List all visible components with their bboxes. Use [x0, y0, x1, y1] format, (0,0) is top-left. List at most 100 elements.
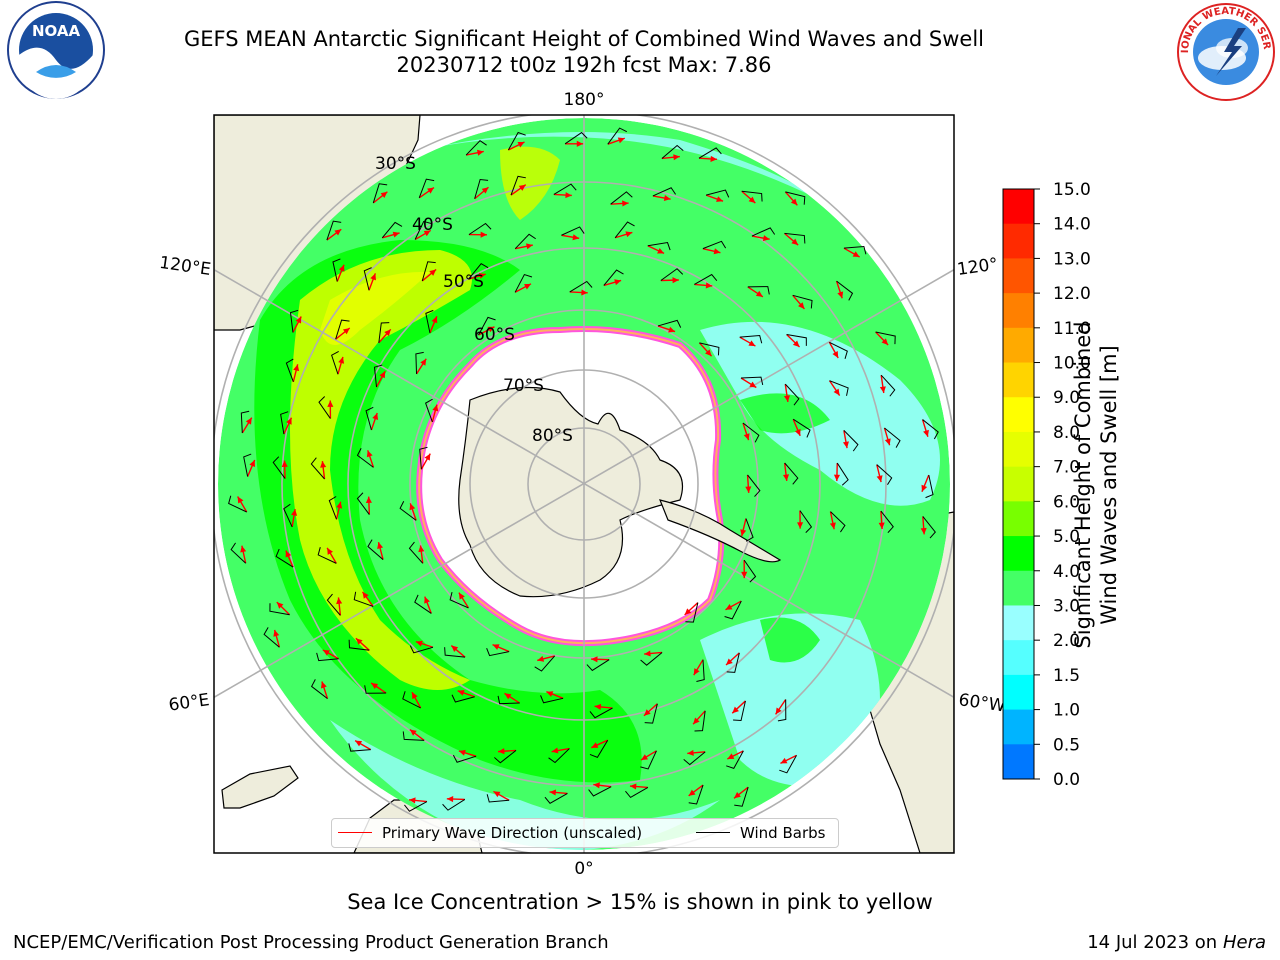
wave-direction-arrowhead — [377, 542, 384, 550]
wind-barb — [326, 220, 342, 241]
wind-barb — [356, 448, 374, 468]
wind-barb — [452, 754, 477, 763]
wind-barb — [751, 227, 776, 237]
wave-direction-arrowhead — [551, 747, 559, 754]
map-subtitle: 20230712 t00z 192h fcst Max: 7.86 — [396, 53, 772, 77]
wind-barb — [652, 187, 677, 197]
wave-direction-arrowhead — [336, 597, 343, 605]
wind-barb — [510, 175, 526, 196]
wind-barb — [414, 594, 432, 614]
wave-direction-arrowhead — [743, 433, 750, 441]
wave-direction-arrowhead — [285, 550, 292, 558]
wind-barb — [836, 280, 854, 301]
colorbar-tick-label: 14.0 — [1053, 215, 1091, 235]
wind-barb — [419, 446, 428, 470]
wave-direction-arrowhead — [420, 358, 427, 366]
wave-direction-arrowhead — [740, 529, 747, 537]
wave-direction-arrowhead — [355, 638, 363, 645]
wave-direction-arrowhead — [380, 191, 388, 199]
wind-barb — [468, 222, 492, 236]
colorbar-tick-label: 3.0 — [1053, 596, 1080, 616]
colorbar-tick-label: 10.0 — [1053, 354, 1091, 374]
wave-direction-arrowhead — [273, 629, 280, 637]
run-date: 14 Jul 2023 on — [1087, 932, 1223, 953]
wind-barb — [414, 220, 432, 240]
wind-barb — [740, 376, 764, 386]
wind-barb — [657, 319, 682, 328]
wind-barb — [589, 739, 609, 758]
wave-direction-arrowhead — [446, 795, 454, 803]
colorbar-frame — [1002, 188, 1035, 780]
wave-direction-arrowhead — [366, 450, 373, 458]
wave-direction-arrowhead — [798, 302, 805, 309]
wave-direction-arrowhead — [643, 709, 651, 716]
wind-barb — [421, 261, 436, 282]
wave-direction-arrowhead — [338, 356, 345, 364]
colorbar-tick-label: 4.0 — [1053, 562, 1080, 582]
wind-barb — [922, 419, 939, 440]
wave-direction-arrowhead — [424, 453, 431, 461]
wave-direction-arrowhead — [291, 509, 298, 516]
wind-barb — [742, 422, 760, 443]
wave-direction-arrowhead — [424, 596, 430, 604]
wave-direction-arrowhead — [878, 522, 885, 529]
wave-direction-arrowhead — [372, 412, 379, 420]
lon-label-180: 180° — [564, 90, 605, 110]
wind-barb — [451, 694, 475, 703]
wave-direction-arrowhead — [741, 571, 748, 579]
wind-barb — [724, 600, 742, 620]
wave-direction-arrowhead — [716, 196, 724, 202]
wave-direction-arrowhead — [549, 789, 557, 796]
wave-direction-arrowhead — [734, 791, 741, 799]
wave-direction-arrowhead — [451, 645, 459, 652]
wind-barb — [786, 334, 807, 346]
noaa-logo: NOAA — [7, 1, 105, 99]
wind-barb — [614, 221, 635, 239]
wave-direction-arrowhead — [327, 547, 333, 555]
wind-barb — [310, 457, 325, 480]
wind-barb — [784, 462, 799, 485]
wind-barb — [316, 652, 339, 662]
peak-swell-core — [320, 271, 430, 345]
wind-barb — [269, 603, 290, 616]
wave-direction-arrowhead — [409, 729, 417, 736]
wind-barb — [745, 518, 754, 542]
wind-barb — [348, 639, 370, 651]
wind-barb — [399, 501, 417, 521]
colorbar: 15.0 14.0 13.0 12.0 11.0 10.0 9.0 8.0 7.0 6.0 5.0 4… — [1002, 180, 1091, 790]
lon-label-0: 0° — [574, 859, 593, 879]
wave-direction-arrowhead — [487, 326, 495, 333]
wave-direction-arrowhead — [237, 496, 244, 504]
wave-direction-arrowhead — [370, 273, 376, 281]
wind-barb — [830, 511, 846, 533]
host-name: Hera — [1222, 932, 1266, 953]
wind-barb — [743, 559, 757, 583]
wind-barb — [289, 309, 299, 333]
wind-barb — [747, 286, 770, 295]
wave-direction-arrowhead — [249, 460, 256, 468]
wind-barb — [739, 334, 763, 344]
wave-direction-arrowhead — [748, 340, 756, 347]
wave-direction-arrowhead — [493, 791, 501, 798]
wave-direction-arrowhead — [240, 545, 247, 553]
wave-direction-arrowhead — [668, 326, 676, 333]
wave-direction-arrowhead — [591, 742, 599, 748]
wave-direction-arrowhead — [245, 417, 252, 425]
wave-direction-arrowhead — [281, 460, 288, 467]
lon-label-60w: 60°W — [957, 690, 1006, 716]
run-date-credit: 14 Jul 2023 on Hera — [1087, 932, 1266, 953]
wind-barb — [378, 322, 390, 343]
wind-barb — [404, 801, 428, 812]
colorbar-label-line2: Wind Waves and Swell [m] — [1097, 345, 1121, 625]
wind-barb — [240, 410, 250, 433]
wave-direction-arrowhead — [295, 316, 302, 324]
wave-direction-arrowhead — [458, 749, 466, 756]
colorbar-band — [1003, 536, 1034, 572]
wave-direction-arrowhead — [431, 316, 438, 324]
wind-barb — [486, 647, 510, 657]
wind-barb — [331, 351, 339, 375]
wave-direction-arrowhead — [276, 602, 284, 609]
wind-barb — [356, 492, 370, 515]
nws-logo: NATIONAL WEATHER SERVICE — [1176, 2, 1275, 101]
colorbar-tick-label: 9.0 — [1053, 388, 1080, 408]
